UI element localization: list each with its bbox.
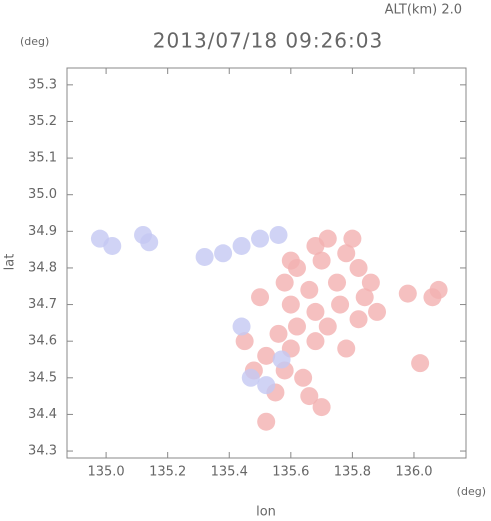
y-tick-label: 34.3 (28, 444, 57, 459)
x-tick-label: 135.4 (211, 465, 248, 480)
subtitle: ALT(km) 2.0 (385, 3, 462, 18)
echo-point (272, 350, 291, 369)
echo-point (300, 280, 319, 299)
x-tick-label: 135.0 (87, 465, 124, 480)
echo-point (257, 346, 276, 365)
echo-point (232, 236, 251, 255)
echo-point (312, 398, 331, 417)
echo-point (337, 339, 356, 358)
echo-point (287, 317, 306, 336)
plot-frame (66, 67, 467, 459)
echo-point (269, 225, 288, 244)
echo-point (312, 251, 331, 270)
echo-point (349, 310, 368, 329)
x-tick-label: 136.0 (395, 465, 432, 480)
echo-point (281, 295, 300, 314)
echo-point (300, 387, 319, 406)
echo-point (235, 332, 254, 351)
y-tick-label: 34.4 (28, 407, 57, 422)
echo-point (232, 317, 251, 336)
x-unit: (deg) (457, 485, 486, 498)
echo-point (355, 288, 374, 307)
x-tick-label: 135.6 (272, 465, 309, 480)
echo-point (306, 302, 325, 321)
echo-point (331, 295, 350, 314)
y-tick-label: 35.2 (28, 114, 57, 129)
y-tick-label: 35.3 (28, 77, 57, 92)
x-tick-label: 135.2 (149, 465, 186, 480)
echo-point (257, 376, 276, 395)
echo-point (195, 247, 214, 266)
x-axis-label: lon (256, 505, 276, 520)
y-tick-label: 34.5 (28, 370, 57, 385)
echo-point (318, 317, 337, 336)
chart-title: 2013/07/18 09:26:03 (153, 29, 383, 53)
echo-point (140, 233, 159, 252)
echo-point (349, 258, 368, 277)
y-tick-label: 34.6 (28, 334, 57, 349)
echo-point (368, 302, 387, 321)
echo-point (275, 273, 294, 292)
echo-point (241, 368, 260, 387)
echo-point (411, 354, 430, 373)
y-tick-label: 34.7 (28, 297, 57, 312)
y-tick-label: 35.0 (28, 187, 57, 202)
y-tick-label: 34.8 (28, 260, 57, 275)
echo-point (398, 284, 417, 303)
echo-point (337, 244, 356, 263)
y-axis-label: lat (3, 254, 18, 271)
echo-point (257, 412, 276, 431)
echo-point (328, 273, 347, 292)
echo-point (343, 229, 362, 248)
echo-point (251, 229, 270, 248)
echo-point (306, 332, 325, 351)
echo-point (251, 288, 270, 307)
echo-point (103, 236, 122, 255)
y-unit: (deg) (20, 35, 49, 48)
echo-point (214, 244, 233, 263)
echo-point (429, 280, 448, 299)
echo-point (281, 251, 300, 270)
x-tick-label: 135.8 (334, 465, 371, 480)
echo-point (269, 324, 288, 343)
echo-point (306, 236, 325, 255)
echo-point (361, 273, 380, 292)
echo-point (294, 368, 313, 387)
y-tick-label: 35.1 (28, 151, 57, 166)
y-tick-label: 34.9 (28, 224, 57, 239)
